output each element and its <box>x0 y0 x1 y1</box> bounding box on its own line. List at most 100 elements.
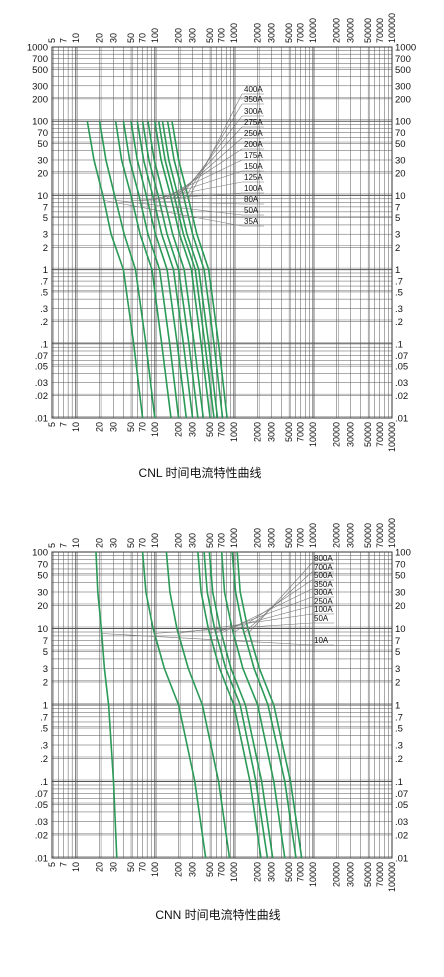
x-tick-label: 300 <box>188 28 198 43</box>
series-label: 250A <box>244 129 263 138</box>
y-tick-label: .07 <box>395 351 408 362</box>
y-tick-label: 1000 <box>395 43 416 54</box>
x-tick-label: 5 <box>47 862 57 867</box>
series-leader <box>153 622 313 634</box>
y-tick-label: .7 <box>40 712 48 723</box>
y-tick-label: 300 <box>32 81 48 92</box>
y-tick-label: 5 <box>395 213 400 224</box>
series-line <box>95 551 118 859</box>
y-tick-label: 100 <box>395 117 411 128</box>
y-tick-label: .1 <box>40 777 48 788</box>
x-tick-label: 20000 <box>332 523 342 548</box>
series-leader <box>232 579 313 634</box>
y-tick-label: 20 <box>395 169 406 180</box>
series-line <box>154 121 211 419</box>
y-tick-label: 10 <box>395 624 406 635</box>
y-tick-label: .2 <box>40 317 48 328</box>
y-tick-label: 7 <box>395 636 400 647</box>
series-label: 150A <box>244 162 263 171</box>
x-tick-label: 30000 <box>346 18 356 43</box>
y-tick-label: 30 <box>395 155 406 166</box>
y-tick-label: 70 <box>395 559 406 570</box>
y-tick-label: .3 <box>395 741 403 752</box>
x-tick-label: 70 <box>138 33 148 43</box>
x-tick-label: 7000 <box>296 862 306 882</box>
x-tick-label: 1000 <box>229 422 239 442</box>
y-tick-label: 7 <box>43 636 48 647</box>
x-tick-label: 500 <box>205 28 215 43</box>
series-label: 175A <box>244 151 263 160</box>
y-tick-label: 2 <box>395 243 400 254</box>
x-tick-label: 700 <box>217 422 227 437</box>
x-tick-label: 30 <box>109 538 119 548</box>
y-tick-label: 30 <box>37 155 48 166</box>
y-tick-label: 7 <box>395 202 400 213</box>
series-label: 125A <box>244 173 263 182</box>
x-tick-label: 2000 <box>253 23 263 43</box>
x-tick-label: 100 <box>150 533 160 548</box>
series-line <box>141 551 207 859</box>
y-tick-label: .01 <box>395 414 408 425</box>
y-tick-label: 70 <box>395 128 406 139</box>
series-label: 80A <box>244 195 259 204</box>
x-tick-label: 50000 <box>363 422 373 447</box>
y-tick-label: 20 <box>37 601 48 612</box>
grid-1 <box>51 552 392 859</box>
series-label: 300A <box>314 588 333 597</box>
y-tick-label: 50 <box>395 139 406 150</box>
x-tick-label: 700 <box>217 28 227 43</box>
x-tick-label: 100 <box>150 28 160 43</box>
y-tick-label: .2 <box>40 754 48 765</box>
series-label: 10A <box>314 636 329 645</box>
x-tick-label: 5 <box>47 422 57 427</box>
x-tick-label: 30000 <box>346 523 356 548</box>
y-tick-label: .7 <box>40 277 48 288</box>
x-tick-label: 50 <box>126 862 136 872</box>
y-tick-label: .3 <box>40 741 48 752</box>
series-label: 200A <box>244 140 263 149</box>
x-tick-label: 20 <box>95 538 105 548</box>
x-tick-label: 70000 <box>375 523 385 548</box>
x-tick-label: 10000 <box>308 862 318 887</box>
chart-1: 5577101020203030505070701001002002003003… <box>32 518 411 892</box>
x-tick-label: 70000 <box>375 18 385 43</box>
y-tick-label: 3 <box>43 230 48 241</box>
y-tick-label: .5 <box>40 724 48 735</box>
x-tick-label: 1000 <box>229 862 239 882</box>
x-tick-label: 300 <box>188 862 198 877</box>
series-leader <box>242 571 313 634</box>
series-line <box>165 551 231 859</box>
y-tick-label: .7 <box>395 712 403 723</box>
x-tick-label: 200 <box>174 533 184 548</box>
series-line <box>136 121 194 419</box>
x-tick-label: 70000 <box>375 422 385 447</box>
y-tick-label: .02 <box>395 391 408 402</box>
y-tick-label: .2 <box>395 317 403 328</box>
series-label: 275A <box>244 118 263 127</box>
x-tick-label: 2000 <box>253 862 263 882</box>
y-tick-label: .05 <box>395 362 408 373</box>
x-tick-label: 200 <box>174 422 184 437</box>
series-label: 500A <box>314 571 333 580</box>
x-tick-label: 5 <box>47 543 57 548</box>
y-tick-label: .01 <box>395 854 408 865</box>
y-tick-label: 3 <box>395 664 400 675</box>
x-tick-label: 70 <box>138 538 148 548</box>
y-tick-label: 500 <box>32 65 48 76</box>
y-tick-label: 700 <box>395 54 411 65</box>
series-label: 400A <box>244 85 263 94</box>
y-tick-label: 1 <box>395 265 400 276</box>
y-tick-label: .05 <box>35 800 48 811</box>
y-tick-label: .03 <box>395 378 408 389</box>
x-tick-label: 10 <box>71 422 81 432</box>
y-tick-label: 2 <box>43 677 48 688</box>
y-tick-label: 100 <box>32 117 48 128</box>
x-tick-label: 1000 <box>229 23 239 43</box>
y-tick-label: .03 <box>35 817 48 828</box>
y-tick-label: 20 <box>37 169 48 180</box>
y-tick-label: 10 <box>37 624 48 635</box>
x-tick-label: 100000 <box>387 13 397 43</box>
x-tick-label: 700 <box>217 533 227 548</box>
